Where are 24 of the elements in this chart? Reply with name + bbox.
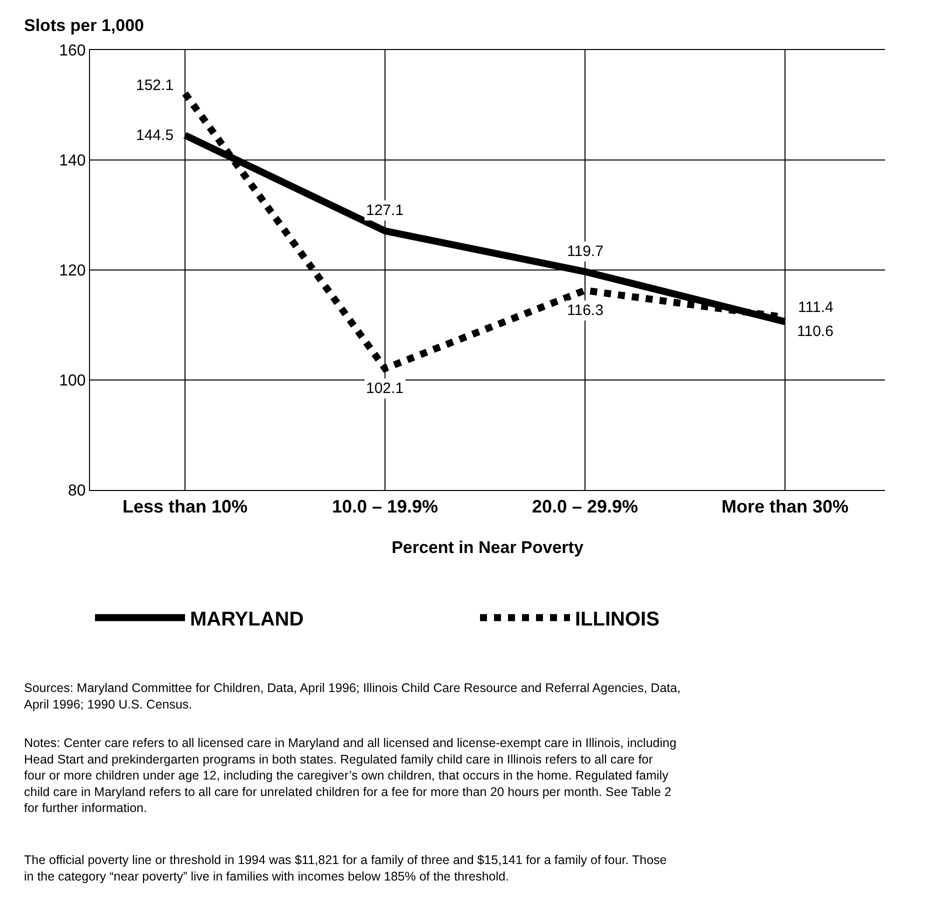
y-tick-label: 160	[59, 42, 86, 60]
y-tick-label: 120	[59, 262, 86, 280]
data-label: 127.1	[366, 202, 404, 219]
y-tick-label: 100	[59, 372, 86, 390]
text: The official poverty line or threshold in 1994 was $11,821 for a family of three and $15,141 for a family of four. Those in the category “near poverty” live in families with incomes below 185% of the threshold.	[24, 853, 667, 884]
data-label: 144.5	[136, 127, 174, 144]
data-label: 119.7	[567, 243, 604, 260]
data-label: 152.1	[136, 77, 174, 94]
data-label: 116.3	[567, 302, 604, 319]
x-tick-label: 10.0 – 19.9%	[332, 496, 438, 517]
y-tick-label: 140	[59, 152, 86, 170]
x-tick-label: 20.0 – 29.9%	[532, 496, 638, 517]
x-tick-label: Less than 10%	[122, 496, 248, 517]
text: Notes: Center care refers to all licensed care in Maryland and all licensed and license-exempt care in Illinois, including Head Start and prekindergarten programs in both states. Regulated family child care in Illinois refers to all care for four or more children under age 12, including the caregiver’s own children, that occurs in the home. Regulated family child care in Maryland refers to all care for unrelated children for a fee for more than 20 hours per month. See Table 2 for further information.	[24, 736, 676, 815]
legend-label: MARYLAND	[190, 608, 304, 630]
data-label: 110.6	[797, 323, 834, 340]
y-tick-label: 80	[68, 482, 86, 500]
source-note: Sources: Maryland Committee for Children, Data, April 1996; Illinois Child Care Resource and Referral Agencies, Data, April 1996; 1990 U.S. Census.	[24, 681, 681, 712]
data-label: 111.4	[798, 299, 834, 316]
legend-label: ILLINOIS	[575, 608, 660, 630]
x-axis-title: Percent in Near Poverty	[392, 538, 584, 557]
x-tick-label: More than 30%	[721, 496, 849, 517]
y-axis-title: Slots per 1,000	[24, 16, 144, 35]
data-label: 102.1	[366, 380, 404, 397]
